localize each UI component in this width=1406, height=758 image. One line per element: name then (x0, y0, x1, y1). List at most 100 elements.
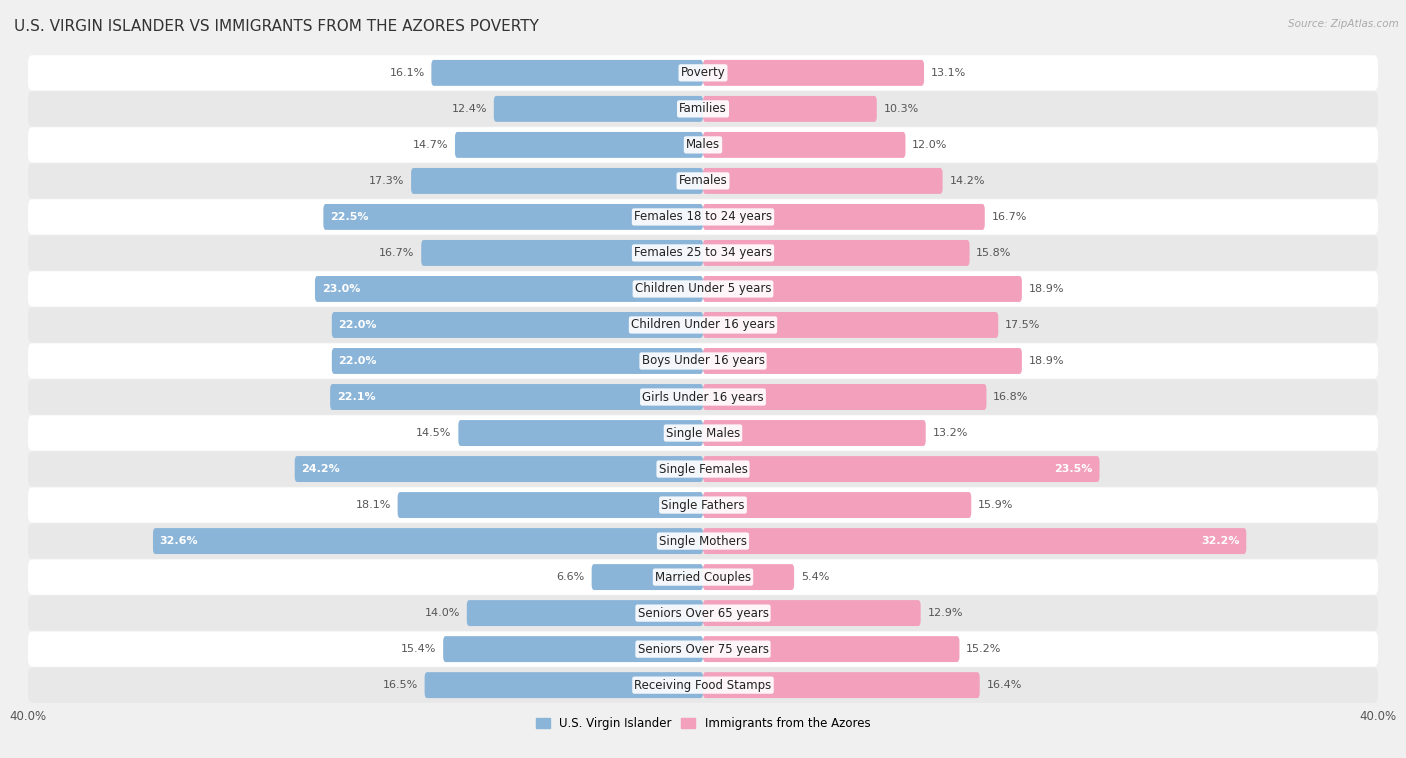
FancyBboxPatch shape (28, 524, 1378, 559)
FancyBboxPatch shape (28, 415, 1378, 451)
FancyBboxPatch shape (703, 312, 998, 338)
Text: 16.5%: 16.5% (382, 680, 418, 690)
Text: Families: Families (679, 102, 727, 115)
Text: 32.2%: 32.2% (1201, 536, 1240, 546)
Text: 16.4%: 16.4% (987, 680, 1022, 690)
Text: 23.0%: 23.0% (322, 284, 360, 294)
FancyBboxPatch shape (28, 452, 1378, 487)
Text: U.S. VIRGIN ISLANDER VS IMMIGRANTS FROM THE AZORES POVERTY: U.S. VIRGIN ISLANDER VS IMMIGRANTS FROM … (14, 19, 538, 34)
FancyBboxPatch shape (28, 127, 1378, 162)
Text: Boys Under 16 years: Boys Under 16 years (641, 355, 765, 368)
Text: 5.4%: 5.4% (801, 572, 830, 582)
FancyBboxPatch shape (703, 528, 1246, 554)
Text: 17.5%: 17.5% (1005, 320, 1040, 330)
FancyBboxPatch shape (703, 600, 921, 626)
Text: 24.2%: 24.2% (301, 464, 340, 474)
FancyBboxPatch shape (28, 199, 1378, 234)
Text: 16.1%: 16.1% (389, 68, 425, 78)
Text: 12.0%: 12.0% (912, 140, 948, 150)
FancyBboxPatch shape (456, 132, 703, 158)
FancyBboxPatch shape (703, 96, 877, 122)
Text: Seniors Over 75 years: Seniors Over 75 years (637, 643, 769, 656)
FancyBboxPatch shape (332, 348, 703, 374)
Text: Married Couples: Married Couples (655, 571, 751, 584)
FancyBboxPatch shape (28, 91, 1378, 127)
Text: 18.9%: 18.9% (1029, 284, 1064, 294)
Text: Single Fathers: Single Fathers (661, 499, 745, 512)
FancyBboxPatch shape (703, 636, 959, 662)
Text: 16.8%: 16.8% (993, 392, 1029, 402)
Text: 18.9%: 18.9% (1029, 356, 1064, 366)
Text: Females 18 to 24 years: Females 18 to 24 years (634, 211, 772, 224)
Text: 6.6%: 6.6% (557, 572, 585, 582)
FancyBboxPatch shape (703, 276, 1022, 302)
Text: Single Females: Single Females (658, 462, 748, 475)
FancyBboxPatch shape (28, 235, 1378, 271)
Text: 22.0%: 22.0% (339, 356, 377, 366)
FancyBboxPatch shape (703, 420, 925, 446)
FancyBboxPatch shape (28, 379, 1378, 415)
Text: 12.4%: 12.4% (451, 104, 486, 114)
Text: Single Mothers: Single Mothers (659, 534, 747, 547)
Text: 10.3%: 10.3% (883, 104, 918, 114)
FancyBboxPatch shape (315, 276, 703, 302)
FancyBboxPatch shape (332, 312, 703, 338)
FancyBboxPatch shape (28, 55, 1378, 90)
FancyBboxPatch shape (703, 492, 972, 518)
Text: 22.5%: 22.5% (330, 212, 368, 222)
FancyBboxPatch shape (28, 307, 1378, 343)
Text: 15.9%: 15.9% (979, 500, 1014, 510)
FancyBboxPatch shape (703, 132, 905, 158)
FancyBboxPatch shape (703, 168, 942, 194)
FancyBboxPatch shape (703, 384, 987, 410)
FancyBboxPatch shape (330, 384, 703, 410)
FancyBboxPatch shape (467, 600, 703, 626)
FancyBboxPatch shape (592, 564, 703, 590)
Text: Males: Males (686, 139, 720, 152)
Text: 22.0%: 22.0% (339, 320, 377, 330)
Text: 13.1%: 13.1% (931, 68, 966, 78)
Text: 14.7%: 14.7% (413, 140, 449, 150)
FancyBboxPatch shape (432, 60, 703, 86)
FancyBboxPatch shape (28, 668, 1378, 703)
FancyBboxPatch shape (458, 420, 703, 446)
Text: Source: ZipAtlas.com: Source: ZipAtlas.com (1288, 19, 1399, 29)
FancyBboxPatch shape (28, 596, 1378, 631)
FancyBboxPatch shape (28, 343, 1378, 379)
FancyBboxPatch shape (323, 204, 703, 230)
Text: Receiving Food Stamps: Receiving Food Stamps (634, 678, 772, 691)
Text: 22.1%: 22.1% (337, 392, 375, 402)
FancyBboxPatch shape (425, 672, 703, 698)
Text: 15.4%: 15.4% (401, 644, 436, 654)
FancyBboxPatch shape (398, 492, 703, 518)
FancyBboxPatch shape (295, 456, 703, 482)
FancyBboxPatch shape (703, 672, 980, 698)
Text: 23.5%: 23.5% (1054, 464, 1092, 474)
Text: 12.9%: 12.9% (928, 608, 963, 618)
Text: Poverty: Poverty (681, 67, 725, 80)
FancyBboxPatch shape (422, 240, 703, 266)
FancyBboxPatch shape (703, 348, 1022, 374)
FancyBboxPatch shape (703, 240, 970, 266)
FancyBboxPatch shape (28, 163, 1378, 199)
Text: Girls Under 16 years: Girls Under 16 years (643, 390, 763, 403)
FancyBboxPatch shape (703, 456, 1099, 482)
Text: Single Males: Single Males (666, 427, 740, 440)
FancyBboxPatch shape (494, 96, 703, 122)
FancyBboxPatch shape (28, 559, 1378, 595)
Text: 14.5%: 14.5% (416, 428, 451, 438)
Text: 18.1%: 18.1% (356, 500, 391, 510)
FancyBboxPatch shape (703, 60, 924, 86)
Text: Seniors Over 65 years: Seniors Over 65 years (637, 606, 769, 619)
Text: 15.2%: 15.2% (966, 644, 1001, 654)
Text: Females: Females (679, 174, 727, 187)
Legend: U.S. Virgin Islander, Immigrants from the Azores: U.S. Virgin Islander, Immigrants from th… (531, 713, 875, 735)
FancyBboxPatch shape (28, 487, 1378, 523)
FancyBboxPatch shape (153, 528, 703, 554)
Text: 16.7%: 16.7% (991, 212, 1026, 222)
Text: 14.0%: 14.0% (425, 608, 460, 618)
FancyBboxPatch shape (443, 636, 703, 662)
Text: 16.7%: 16.7% (380, 248, 415, 258)
Text: 17.3%: 17.3% (368, 176, 405, 186)
Text: Children Under 16 years: Children Under 16 years (631, 318, 775, 331)
